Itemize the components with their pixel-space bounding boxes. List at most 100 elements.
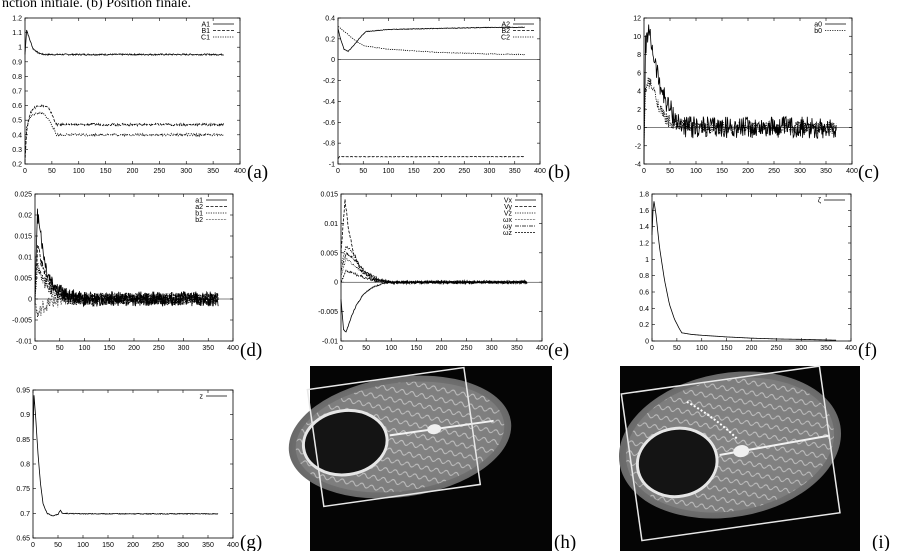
x-tick-label: 200 [127,168,139,175]
y-tick-label: 0.95 [16,388,30,395]
legend-label: Vy [504,204,512,211]
x-tick-label: 300 [486,345,498,352]
legend-label: ωx [503,217,512,224]
y-tick-label: 0.9 [20,412,30,419]
y-tick-label: 1.4 [639,224,649,231]
x-tick-label: 0 [642,168,646,175]
y-tick-label: -0.01 [16,339,32,346]
y-tick-label: 0.9 [12,59,22,66]
legend-label: z [200,394,204,401]
x-tick-label: 50 [56,345,64,352]
panel-label: (g) [240,532,262,551]
y-tick-label: 1.1 [12,30,22,37]
x-tick-label: 350 [202,542,214,549]
series-line-1 [337,26,525,53]
chart-panel-b: 0 50 100 150 200 250 300 350 400 -1 -0.8 -0.6 -0.4 -0… [323,16,570,184]
y-tick-label: 0.2 [12,162,22,169]
y-tick-label: 0 [331,57,335,64]
x-tick-label: 350 [820,168,832,175]
y-tick-label: -0.005 [12,318,32,325]
x-tick-label: 0 [336,168,340,175]
legend-label: ζ [818,198,821,205]
series-line-3 [24,111,225,157]
y-tick-label: 0 [645,339,649,346]
x-tick-label: 400 [536,345,548,352]
y-tick-label: 0.01 [18,255,32,262]
y-tick-label: 0.015 [320,192,338,199]
legend-label: a0 [814,22,822,29]
plot-area [651,193,852,342]
x-tick-label: 250 [461,345,473,352]
panel-label: (a) [247,162,268,183]
x-tick-label: 350 [202,345,214,352]
x-tick-label: 300 [180,168,192,175]
panel-label: (b) [548,162,570,183]
panel-label: (d) [240,340,262,361]
y-tick-label: 0.8 [12,74,22,81]
series-line-1 [651,201,837,341]
y-tick-label: 0.4 [325,16,335,23]
x-tick-label: 150 [721,345,733,352]
y-tick-label: -2 [635,143,641,150]
legend-label: Vx [504,198,513,205]
x-tick-label: 0 [31,542,35,549]
chart-panel-a: 0 50 100 150 200 250 300 350 400 0.2 0.3 0.4 0.5 0.6 0… [12,16,268,184]
x-tick-label: 400 [846,168,858,175]
panel-label: (c) [858,162,879,183]
x-tick-label: 200 [128,345,140,352]
y-tick-label: 0.4 [12,132,22,139]
x-tick-label: 300 [177,542,189,549]
legend-label: A1 [201,22,210,29]
x-tick-label: 100 [385,345,397,352]
y-tick-label: 0.8 [639,273,649,280]
legend-label: C2 [501,35,510,42]
y-tick-label: 0.02 [18,213,32,220]
series-line-6 [340,269,528,285]
y-tick-label: 10 [633,34,641,41]
x-tick-label: 250 [768,168,780,175]
chart-panel-f: 0 50 100 150 200 250 300 350 400 0 0.2 0.4 0.6 0.8 1 1.… [639,192,877,362]
cavity [301,408,389,477]
y-tick-label: 0.75 [16,486,30,493]
y-tick-label: -4 [635,162,641,169]
legend-label: b1 [195,211,203,218]
x-tick-label: 300 [794,168,806,175]
legend-label: a2 [195,204,203,211]
x-tick-label: 50 [48,168,56,175]
x-tick-label: 200 [746,345,758,352]
y-tick-label: 0.6 [12,103,22,110]
y-tick-label: 0 [28,297,32,304]
x-tick-label: 50 [362,345,370,352]
x-tick-label: 100 [79,345,91,352]
y-tick-label: 0.01 [324,221,338,228]
y-tick-label: 0.005 [14,276,32,283]
x-tick-label: 400 [845,345,857,352]
x-tick-label: 100 [73,168,85,175]
x-tick-label: 350 [820,345,832,352]
y-tick-label: 0.65 [16,536,30,543]
legend-label: b2 [195,217,203,224]
x-tick-label: 300 [484,168,496,175]
legend-label: B1 [201,28,210,35]
x-tick-label: 200 [436,345,448,352]
x-tick-label: 150 [102,542,114,549]
y-tick-label: -0.01 [322,339,338,346]
y-tick-label: 0.85 [16,437,30,444]
series-line-1 [34,208,219,308]
y-tick-label: 0.5 [12,118,22,125]
series-line-1 [340,280,528,333]
x-tick-label: 300 [178,345,190,352]
y-tick-label: 0 [334,280,338,287]
series-line-1 [32,395,219,517]
x-tick-label: 400 [234,168,246,175]
plot-area [34,193,234,342]
chart-panel-g: 0 50 100 150 200 250 300 350 400 0.65 0.7 0.75 0.8 0.… [16,388,262,551]
x-tick-label: 100 [383,168,395,175]
y-tick-label: 1.6 [639,208,649,215]
x-tick-label: 200 [127,542,139,549]
y-tick-label: 0.7 [12,89,22,96]
figure-caption: nction initiale. (b) Position finale. [2,0,191,11]
y-tick-label: -1 [329,162,335,169]
y-tick-label: -0.6 [323,120,335,127]
